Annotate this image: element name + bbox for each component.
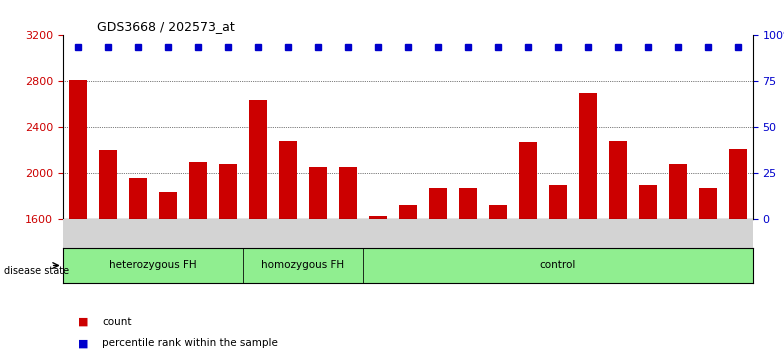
Text: count: count (102, 317, 132, 327)
Bar (459, 188, 477, 354)
Text: ■: ■ (78, 317, 89, 327)
Bar (189, 162, 207, 354)
Bar (519, 142, 537, 354)
FancyBboxPatch shape (243, 248, 363, 283)
Text: disease state: disease state (4, 266, 69, 276)
Text: homozygous FH: homozygous FH (261, 261, 344, 270)
Bar (429, 188, 447, 354)
Bar (158, 192, 176, 354)
Bar (669, 164, 687, 354)
Text: ■: ■ (78, 338, 89, 348)
Text: percentile rank within the sample: percentile rank within the sample (102, 338, 278, 348)
Bar (129, 178, 147, 354)
Bar (399, 205, 416, 354)
Bar (579, 93, 597, 354)
Bar (639, 185, 657, 354)
Bar (309, 166, 327, 354)
FancyBboxPatch shape (363, 248, 753, 283)
Text: control: control (539, 261, 576, 270)
Bar (219, 164, 237, 354)
Bar (549, 185, 567, 354)
Text: GDS3668 / 202573_at: GDS3668 / 202573_at (97, 20, 235, 33)
Bar (699, 188, 717, 354)
FancyBboxPatch shape (63, 248, 243, 283)
Bar (249, 100, 267, 354)
Bar (278, 141, 296, 354)
Text: heterozygous FH: heterozygous FH (109, 261, 197, 270)
Bar (69, 80, 87, 354)
Bar (608, 141, 626, 354)
Bar (728, 149, 746, 354)
Bar (99, 150, 117, 354)
Bar (488, 205, 506, 354)
Bar (368, 216, 387, 354)
Bar (339, 166, 357, 354)
